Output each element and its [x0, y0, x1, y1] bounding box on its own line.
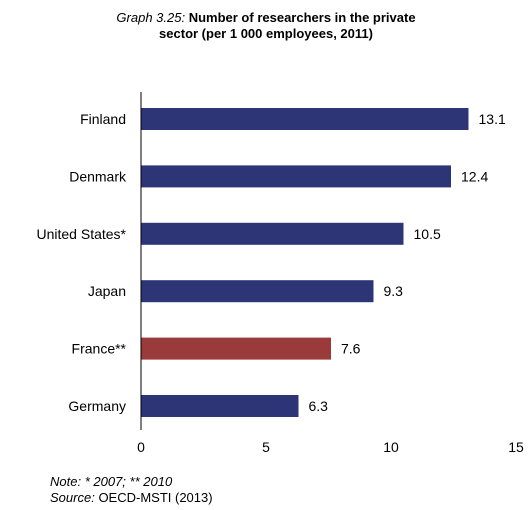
title-line-2: sector (per 1 000 employees, 2011) [159, 26, 373, 41]
bar [141, 222, 404, 245]
bar [141, 165, 451, 188]
category-label: France** [72, 341, 127, 357]
data-label: 13.1 [479, 111, 506, 127]
category-label: Finland [80, 111, 126, 127]
source-text: OECD-MSTI (2013) [98, 490, 213, 505]
note-line: Note: * 2007; ** 2010 [50, 474, 213, 490]
category-label: Japan [88, 283, 126, 299]
data-label: 6.3 [309, 398, 329, 414]
data-label: 9.3 [384, 283, 404, 299]
chart-notes: Note: * 2007; ** 2010 Source: OECD-MSTI … [50, 474, 213, 506]
source-label: Source: [50, 490, 95, 505]
source-line: Source: OECD-MSTI (2013) [50, 490, 213, 506]
data-label: 12.4 [461, 168, 488, 184]
category-label: Germany [68, 398, 126, 414]
bar [141, 337, 331, 360]
data-label: 10.5 [414, 226, 441, 242]
x-tick-label: 0 [137, 439, 145, 455]
bar [141, 108, 469, 130]
data-label: 7.6 [341, 341, 361, 357]
x-tick-label: 15 [508, 439, 524, 455]
bar [141, 280, 374, 303]
title-prefix: Graph 3.25: [116, 10, 186, 25]
bar [141, 395, 299, 417]
note-text: * 2007; ** 2010 [84, 474, 173, 489]
note-label: Note: [50, 474, 82, 489]
title-line-1: Number of researchers in the private [188, 10, 416, 25]
category-label: Denmark [69, 168, 127, 184]
category-label: United States* [37, 226, 127, 242]
x-tick-label: 5 [262, 439, 270, 455]
chart-title: Graph 3.25: Number of researchers in the… [0, 10, 532, 42]
x-tick-label: 10 [383, 439, 399, 455]
